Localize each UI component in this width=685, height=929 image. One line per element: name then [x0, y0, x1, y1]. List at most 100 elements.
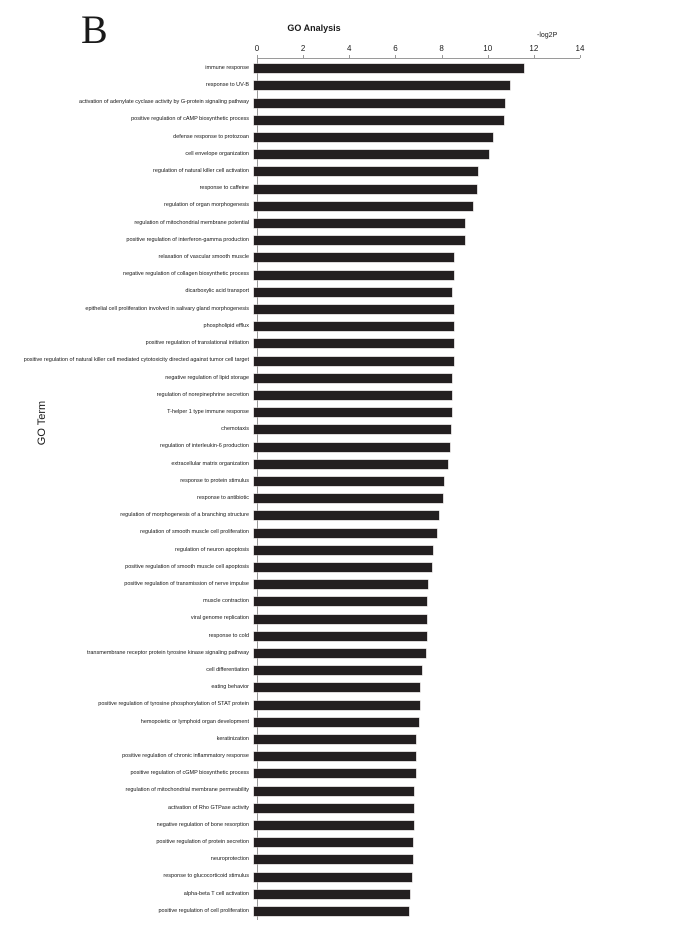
category-label: phospholipid efflux [203, 322, 249, 329]
bar-track [254, 322, 577, 332]
bar [254, 236, 466, 246]
bar-row: response to caffeine [0, 180, 685, 197]
bar-row: response to antibiotic [0, 490, 685, 507]
category-label: neuroprotection [210, 856, 249, 863]
bar-row: regulation of natural killer cell activa… [0, 163, 685, 180]
category-label: regulation of norepinephrine secretion [156, 391, 249, 398]
x-tick-label: 10 [483, 44, 493, 53]
category-label: response to cold [208, 632, 249, 639]
category-label: regulation of natural killer cell activa… [153, 168, 249, 175]
x-tick-label: 14 [575, 44, 585, 53]
bar-track [254, 717, 577, 727]
bar-track [254, 528, 577, 538]
x-axis-line [257, 58, 580, 59]
bar [254, 666, 423, 676]
bar [254, 322, 454, 332]
bar-track [254, 649, 577, 658]
bar [254, 528, 438, 538]
bar [254, 442, 451, 452]
bar [254, 803, 415, 813]
bar-track [254, 597, 577, 607]
bar [254, 545, 433, 555]
bar [254, 270, 454, 280]
bar [254, 287, 453, 297]
category-label: viral genome replication [190, 615, 249, 622]
category-label: regulation of morphogenesis of a branchi… [120, 512, 249, 519]
x-tick-label: 0 [254, 44, 260, 53]
bar-track [254, 132, 577, 142]
bar-track [254, 545, 577, 555]
bar-track [254, 666, 577, 676]
bar-row: regulation of interleukin-6 production [0, 438, 685, 455]
panel-label: B [81, 7, 108, 52]
category-label: regulation of mitochondrial membrane per… [125, 787, 249, 794]
bar-track [254, 735, 577, 745]
bar-row: extracellular matrix organization [0, 456, 685, 473]
bar-row: negative regulation of collagen biosynth… [0, 266, 685, 283]
x-tick-mark [303, 55, 305, 58]
bar [254, 390, 453, 400]
x-tick-mark [441, 55, 443, 58]
bar [254, 304, 454, 314]
category-label: alpha-beta T cell activation [183, 890, 249, 897]
bar-row: positive regulation of chronic inflammat… [0, 748, 685, 765]
x-tick-label: 8 [439, 44, 444, 53]
category-label: response to antibiotic [197, 494, 249, 501]
bar-row: regulation of neuron apoptosis [0, 542, 685, 559]
bar-row: neuroprotection [0, 851, 685, 868]
bar [254, 511, 439, 521]
bar-track [254, 494, 577, 504]
bar-track [254, 408, 577, 418]
bar [254, 889, 410, 899]
bar-row: regulation of morphogenesis of a branchi… [0, 507, 685, 524]
bar [254, 476, 445, 486]
bar [254, 167, 478, 177]
bar-row: regulation of mitochondrial membrane pot… [0, 215, 685, 232]
category-label: negative regulation of bone resorption [156, 821, 249, 828]
bar-row: response to protein stimulus [0, 473, 685, 490]
category-label: response to caffeine [199, 185, 249, 192]
bar-row: cell differentiation [0, 662, 685, 679]
bar [254, 339, 454, 349]
bar [254, 459, 448, 469]
bar-track [254, 476, 577, 486]
category-label: positive regulation of natural killer ce… [23, 357, 249, 364]
bar-track [254, 562, 577, 572]
bar-track [254, 872, 577, 882]
category-label: response to UV-B [205, 82, 249, 89]
category-label: response to protein stimulus [180, 477, 249, 484]
bar-row: keratinization [0, 731, 685, 748]
x-tick-mark [257, 55, 258, 58]
bar-row: regulation of organ morphogenesis [0, 198, 685, 215]
bar [254, 786, 415, 796]
x-tick-mark [533, 55, 535, 58]
category-label: dicarboxylic acid transport [185, 288, 249, 295]
bar-track [254, 683, 577, 693]
bar-track [254, 390, 577, 400]
bar-row: chemotaxis [0, 421, 685, 438]
category-label: regulation of interleukin-6 production [160, 443, 249, 450]
bar [254, 81, 511, 91]
bar-track [254, 786, 577, 796]
category-label: positive regulation of translational ini… [145, 340, 249, 347]
bar [254, 184, 477, 194]
bar-track [254, 356, 577, 366]
category-label: eating behavior [211, 684, 249, 691]
x-tick-label: 12 [529, 44, 539, 53]
bar-row: viral genome replication [0, 611, 685, 628]
bar-track [254, 150, 577, 160]
x-tick-mark [487, 55, 489, 58]
category-label: regulation of neuron apoptosis [175, 546, 249, 553]
x-tick-label: 4 [347, 44, 352, 53]
bar-row: epithelial cell proliferation involved i… [0, 301, 685, 318]
bar [254, 373, 453, 383]
bar-track [254, 115, 577, 125]
bar-row: positive regulation of interferon-gamma … [0, 232, 685, 249]
category-label: transmembrane receptor protein tyrosine … [86, 649, 249, 656]
bar-track [254, 614, 577, 624]
category-label: immune response [205, 64, 249, 71]
category-label: epithelial cell proliferation involved i… [85, 305, 249, 312]
bar-row: phospholipid efflux [0, 318, 685, 335]
category-label: activation of adenylate cyclase activity… [79, 99, 249, 106]
bar-track [254, 167, 577, 177]
